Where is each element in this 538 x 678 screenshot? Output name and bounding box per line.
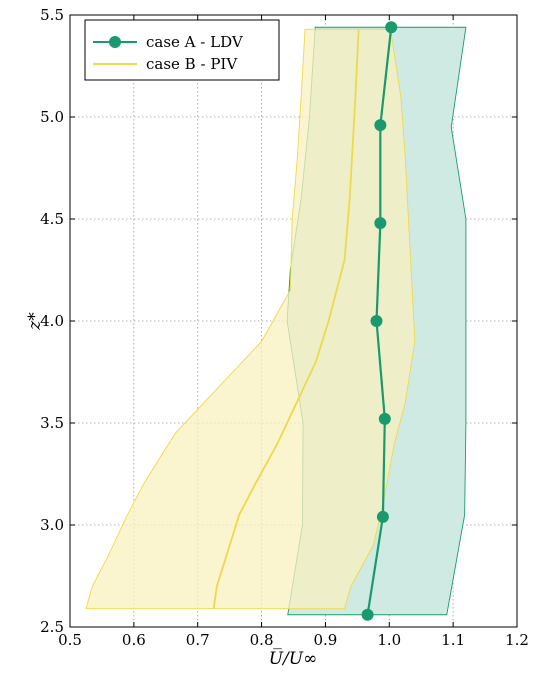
x-tick-label: 1.0: [377, 631, 401, 649]
y-tick-label: 5.0: [40, 108, 64, 126]
data-point-case-a: [376, 510, 389, 523]
y-tick-label: 3.5: [40, 414, 64, 432]
x-axis-label: U̅/U∞: [269, 648, 318, 669]
y-tick-label: 3.0: [40, 516, 64, 534]
x-tick-label: 1.1: [441, 631, 465, 649]
x-tick-label: 0.9: [313, 631, 337, 649]
data-point-case-a: [374, 217, 387, 230]
legend-marker-case-a: [109, 36, 121, 48]
data-point-case-a: [385, 21, 398, 34]
data-point-case-a: [361, 608, 374, 621]
x-tick-label: 0.5: [58, 631, 82, 649]
legend-box: [84, 19, 280, 81]
data-point-case-a: [378, 412, 391, 425]
y-tick-label: 4.0: [40, 312, 64, 330]
legend-label-case-b: case B - PIV: [146, 55, 238, 73]
y-tick-label: 2.5: [40, 618, 64, 636]
x-tick-label: 0.6: [122, 631, 146, 649]
legend: case A - LDV case B - PIV: [84, 19, 280, 81]
series-lines: [212, 21, 398, 621]
legend-label-case-a: case A - LDV: [146, 33, 244, 51]
x-tick-label: 0.7: [186, 631, 210, 649]
x-tick-label: 1.2: [505, 631, 529, 649]
y-axis-label: z*: [25, 312, 45, 331]
series-line-case-b: [212, 29, 360, 609]
x-tick-label: 0.8: [250, 631, 274, 649]
data-point-case-a: [370, 315, 383, 327]
axis-ticks: 0.5 0.6 0.7 0.8 0.9 1.0 1.1 1.2 2.5 3.0 3.5 4.0 4.5 5…: [40, 6, 529, 649]
y-tick-label: 4.5: [40, 210, 64, 228]
band-case-b: [85, 28, 416, 610]
y-tick-label: 5.5: [40, 6, 64, 24]
data-point-case-a: [374, 119, 387, 132]
